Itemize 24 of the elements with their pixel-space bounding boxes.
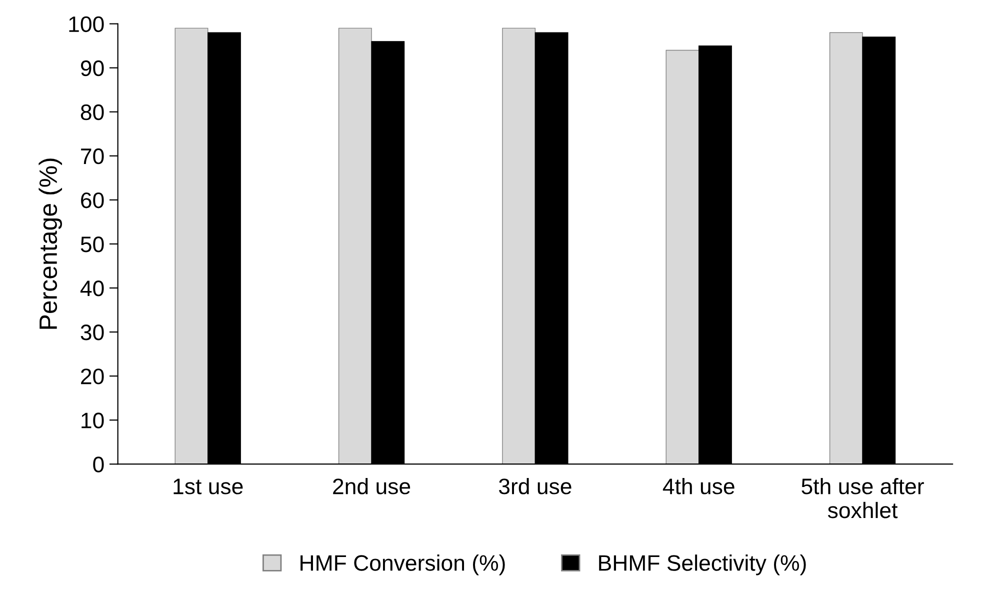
y-tick-label: 80 <box>80 104 104 120</box>
x-tick-label: 1st use <box>174 478 243 494</box>
x-tick-label: 2nd use <box>333 478 410 494</box>
legend-label: HMF Conversion (%) <box>300 554 505 576</box>
y-tick-label: 50 <box>80 236 104 252</box>
bar <box>174 28 208 464</box>
y-tick-label: 10 <box>82 412 104 428</box>
bar <box>502 28 536 464</box>
bar <box>829 32 863 464</box>
x-tick-label: 4th use <box>662 478 734 494</box>
y-tick-label: 20 <box>81 368 104 384</box>
x-tick-label: 5th use after soxhlet <box>802 478 924 518</box>
y-tick-label: 40 <box>80 280 104 296</box>
bar <box>338 28 372 464</box>
bar <box>666 50 700 464</box>
y-tick-label: 0 <box>93 456 104 472</box>
legend-label: BHMF Selectivity (%) <box>599 554 806 576</box>
x-tick-label: 3rd use <box>498 478 572 494</box>
y-tick-label: 30 <box>80 324 104 340</box>
y-axis-title: Percentage (%) <box>38 158 62 329</box>
y-tick-label: 60 <box>81 192 104 208</box>
y-tick-label: 70 <box>81 148 104 164</box>
y-tick-label: 100 <box>69 16 104 32</box>
y-tick-label: 90 <box>80 60 104 76</box>
